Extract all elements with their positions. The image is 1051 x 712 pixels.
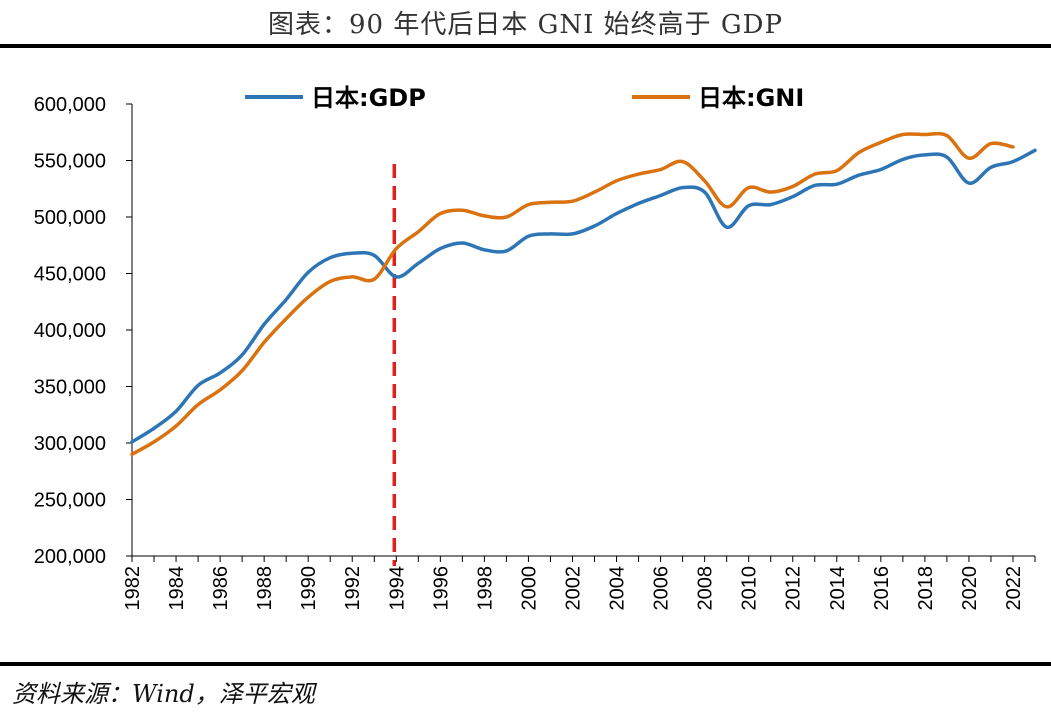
y-tick-label: 400,000: [34, 320, 106, 342]
y-tick-label: 200,000: [34, 546, 106, 568]
x-tick-label: 1996: [430, 566, 452, 611]
y-tick-label: 350,000: [34, 377, 106, 399]
line-chart: 200,000 250,000 300,000 350,000 400,000 450,0…: [34, 84, 1037, 611]
y-tick-label: 600,000: [34, 94, 106, 116]
gni-series-line: [130, 131, 1015, 457]
legend-label: 日本:GDP: [311, 84, 426, 112]
y-tick-label: 450,000: [34, 264, 106, 286]
y-tick-label: 550,000: [34, 151, 106, 173]
x-tick-label: 2010: [739, 566, 761, 611]
gdp-series-line: [130, 148, 1037, 444]
x-tick-label: 1990: [298, 566, 320, 611]
x-tick-label: 2018: [915, 566, 937, 611]
legend-label: 日本:GNI: [698, 84, 804, 112]
x-tick-label: 2006: [651, 566, 673, 611]
x-tick-label: 1994: [386, 566, 408, 611]
y-tick-label: 500,000: [34, 207, 106, 229]
y-tick-label: 300,000: [34, 433, 106, 455]
y-tick-label: 250,000: [34, 490, 106, 512]
x-tick-label: 1988: [254, 566, 276, 611]
axes: 200,000 250,000 300,000 350,000 400,000 450,0…: [34, 94, 1036, 611]
series-group: [130, 131, 1037, 457]
x-tick-label: 1986: [210, 566, 232, 611]
x-tick-label: 1998: [474, 566, 496, 611]
legend-item-gni: 日本:GNI: [632, 84, 804, 112]
legend-item-gdp: 日本:GDP: [245, 84, 426, 112]
x-tick-label: 2004: [607, 566, 629, 611]
legend: 日本:GDP 日本:GNI: [245, 84, 804, 112]
x-tick-label: 2012: [783, 566, 805, 611]
bottom-rule: [0, 662, 1051, 666]
x-tick-label: 2016: [871, 566, 893, 611]
x-tick-label: 1992: [342, 566, 364, 611]
x-tick-label: 2022: [1003, 566, 1025, 611]
x-tick-label: 2014: [827, 566, 849, 611]
x-tick-label: 2008: [695, 566, 717, 611]
source-note: 资料来源：Wind，泽平宏观: [12, 680, 315, 708]
x-tick-label: 1982: [122, 566, 144, 611]
x-tick-label: 1984: [166, 566, 188, 611]
chart-title: 图表：90 年代后日本 GNI 始终高于 GDP: [267, 10, 784, 40]
x-tick-label: 2002: [562, 566, 584, 611]
x-tick-label: 2020: [959, 566, 981, 611]
x-tick-label: 2000: [518, 566, 540, 611]
top-rule: [0, 44, 1051, 48]
